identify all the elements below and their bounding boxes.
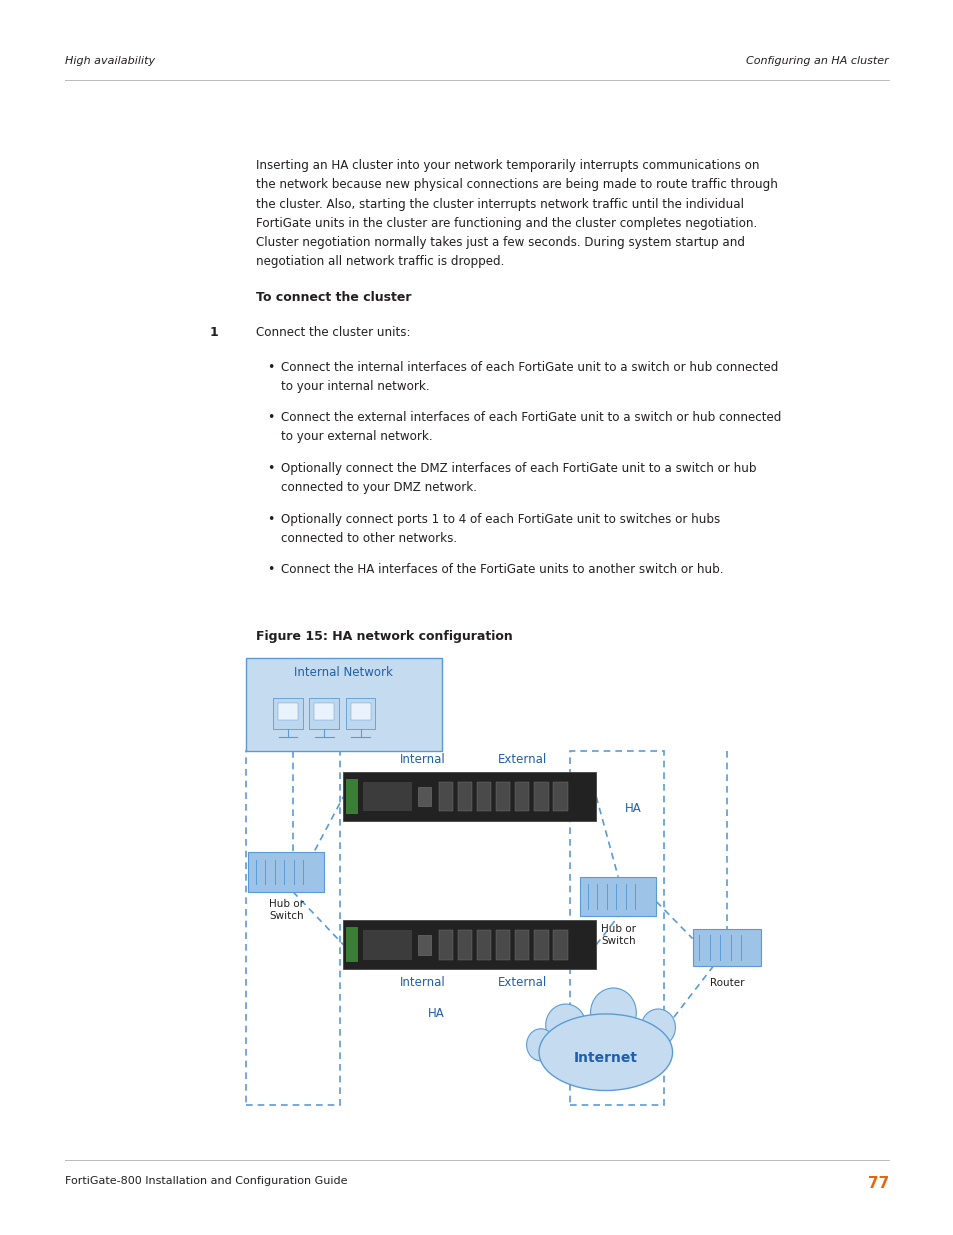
Text: Hub or: Hub or xyxy=(600,924,635,934)
Bar xyxy=(515,930,529,960)
Text: Connect the HA interfaces of the FortiGate units to another switch or hub.: Connect the HA interfaces of the FortiGa… xyxy=(281,563,723,577)
Text: To connect the cluster: To connect the cluster xyxy=(255,291,411,305)
Bar xyxy=(457,930,472,960)
Text: Connect the cluster units:: Connect the cluster units: xyxy=(255,326,410,340)
Text: connected to your DMZ network.: connected to your DMZ network. xyxy=(281,482,476,494)
Text: Connect the external interfaces of each FortiGate unit to a switch or hub connec: Connect the external interfaces of each … xyxy=(281,411,781,425)
Bar xyxy=(343,920,596,969)
Text: •: • xyxy=(267,513,274,526)
Bar xyxy=(438,782,453,811)
Text: Internal Network: Internal Network xyxy=(294,666,393,679)
Text: FortiGate units in the cluster are functioning and the cluster completes negotia: FortiGate units in the cluster are funct… xyxy=(255,217,756,230)
Ellipse shape xyxy=(590,988,636,1037)
Text: Inserting an HA cluster into your network temporarily interrupts communications : Inserting an HA cluster into your networ… xyxy=(255,159,759,173)
Text: Connect the internal interfaces of each FortiGate unit to a switch or hub connec: Connect the internal interfaces of each … xyxy=(281,361,778,374)
Bar xyxy=(570,751,663,1105)
Bar xyxy=(476,930,491,960)
Text: Internal: Internal xyxy=(399,976,445,989)
Bar xyxy=(246,658,441,751)
Ellipse shape xyxy=(526,1029,555,1061)
Text: Cluster negotiation normally takes just a few seconds. During system startup and: Cluster negotiation normally takes just … xyxy=(255,236,744,249)
Text: HA: HA xyxy=(428,1007,444,1020)
Text: HA: HA xyxy=(624,803,641,815)
Bar xyxy=(314,703,335,720)
Bar xyxy=(515,782,529,811)
Bar xyxy=(345,698,375,729)
Bar xyxy=(362,930,412,960)
Bar xyxy=(273,698,303,729)
Text: External: External xyxy=(497,753,547,767)
Ellipse shape xyxy=(640,1009,675,1046)
Bar xyxy=(534,782,548,811)
Text: Optionally connect ports 1 to 4 of each FortiGate unit to switches or hubs: Optionally connect ports 1 to 4 of each … xyxy=(281,513,720,526)
Text: •: • xyxy=(267,361,274,374)
Text: Router: Router xyxy=(709,978,743,988)
Text: External: External xyxy=(497,976,547,989)
Bar xyxy=(496,930,510,960)
Bar xyxy=(496,782,510,811)
Text: Configuring an HA cluster: Configuring an HA cluster xyxy=(745,56,888,65)
Bar xyxy=(346,927,357,962)
Bar xyxy=(534,930,548,960)
Bar xyxy=(553,930,567,960)
Bar xyxy=(692,929,760,966)
Bar xyxy=(362,782,412,811)
Text: Switch: Switch xyxy=(269,911,303,921)
Bar xyxy=(246,751,339,1105)
Text: •: • xyxy=(267,411,274,425)
Text: High availability: High availability xyxy=(65,56,154,65)
Text: to your external network.: to your external network. xyxy=(281,431,433,443)
Text: Hub or: Hub or xyxy=(269,899,303,909)
Text: 77: 77 xyxy=(867,1176,888,1192)
Text: connected to other networks.: connected to other networks. xyxy=(281,532,457,545)
Bar xyxy=(417,787,431,806)
Ellipse shape xyxy=(538,1014,672,1091)
Text: FortiGate-800 Installation and Configuration Guide: FortiGate-800 Installation and Configura… xyxy=(65,1176,347,1187)
Bar xyxy=(553,782,567,811)
Bar xyxy=(346,779,357,814)
Text: Internet: Internet xyxy=(573,1051,638,1066)
Text: Switch: Switch xyxy=(600,936,635,946)
Bar xyxy=(417,935,431,955)
Text: •: • xyxy=(267,563,274,577)
Text: the network because new physical connections are being made to route traffic thr: the network because new physical connect… xyxy=(255,179,777,191)
Text: Figure 15: HA network configuration: Figure 15: HA network configuration xyxy=(255,630,512,643)
Bar xyxy=(350,703,371,720)
Text: •: • xyxy=(267,462,274,475)
Text: Internal: Internal xyxy=(399,753,445,767)
Bar xyxy=(438,930,453,960)
Text: the cluster. Also, starting the cluster interrupts network traffic until the ind: the cluster. Also, starting the cluster … xyxy=(255,198,743,211)
Bar xyxy=(579,877,656,916)
Bar xyxy=(309,698,339,729)
Text: negotiation all network traffic is dropped.: negotiation all network traffic is dropp… xyxy=(255,256,503,268)
Bar xyxy=(476,782,491,811)
Text: Optionally connect the DMZ interfaces of each FortiGate unit to a switch or hub: Optionally connect the DMZ interfaces of… xyxy=(281,462,756,475)
Bar xyxy=(457,782,472,811)
Ellipse shape xyxy=(545,1004,585,1046)
Bar xyxy=(343,772,596,821)
Bar xyxy=(277,703,298,720)
Text: to your internal network.: to your internal network. xyxy=(281,380,430,393)
Text: 1: 1 xyxy=(210,326,218,340)
Bar xyxy=(248,852,324,892)
